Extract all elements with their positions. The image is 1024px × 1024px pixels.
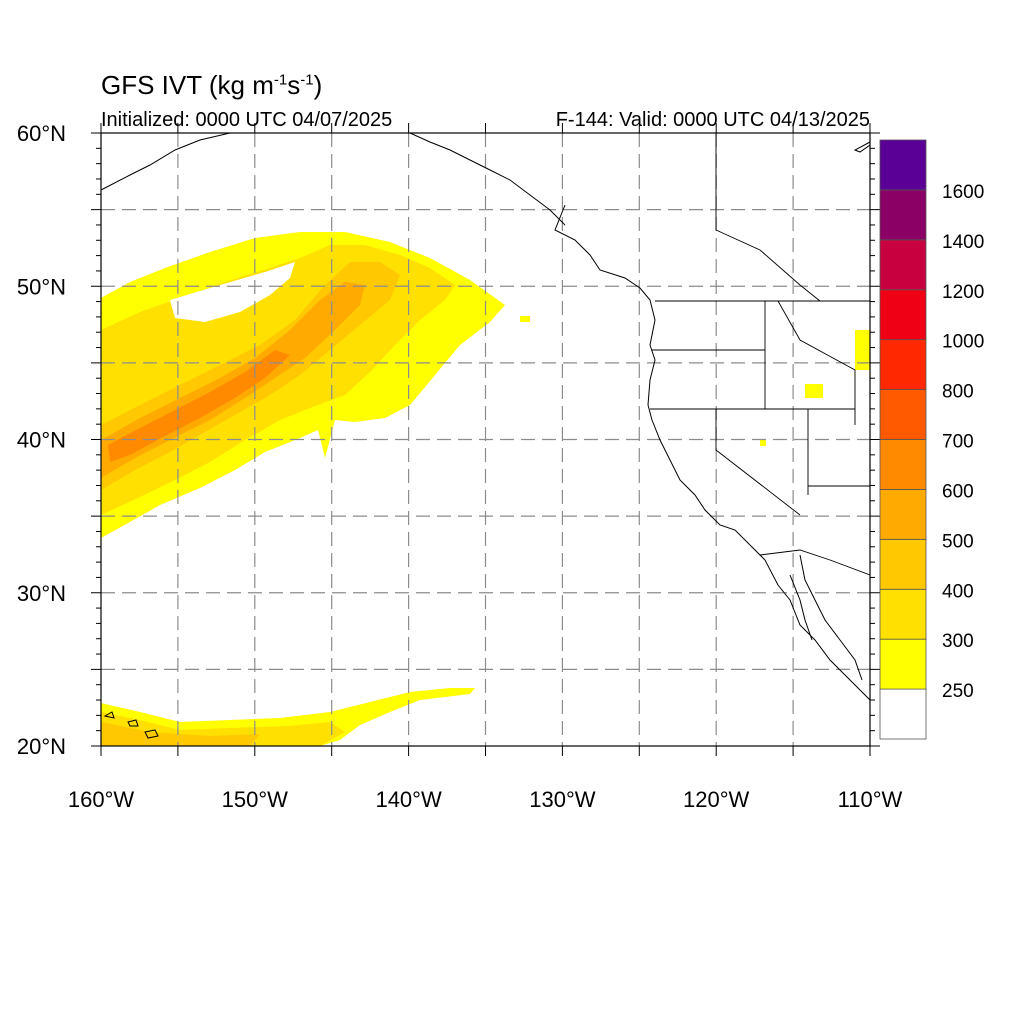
colorbar: 250 300 400 500 600 700 800 1000 1200 1400 1600 xyxy=(879,139,984,740)
lat-label: 20°N xyxy=(17,734,66,759)
ivt-patch xyxy=(760,440,766,446)
alaska-coast xyxy=(409,133,566,226)
lat-label: 40°N xyxy=(17,428,66,453)
ivt-region-400-south xyxy=(101,722,260,746)
graticule xyxy=(101,133,870,746)
ivt-shading xyxy=(101,232,870,746)
lon-label: 140°W xyxy=(375,787,442,812)
lon-label: 120°W xyxy=(683,787,750,812)
lat-label: 60°N xyxy=(17,121,66,146)
north-america-coastline xyxy=(554,141,870,701)
alaska-canada xyxy=(715,133,821,302)
colorbar-swatch xyxy=(879,239,927,291)
colorbar-swatch xyxy=(879,389,927,440)
colorbar-swatch xyxy=(879,538,927,590)
lat-label: 30°N xyxy=(17,581,66,606)
initialized-label: Initialized: 0000 UTC 04/07/2025 xyxy=(101,109,393,131)
longitude-labels: 160°W 150°W 140°W 130°W 120°W 110°W xyxy=(68,787,903,812)
lon-label: 150°W xyxy=(222,787,289,812)
us-mexico xyxy=(759,549,870,576)
latitude-labels: 20°N 30°N 40°N 50°N 60°N xyxy=(17,121,66,759)
colorbar-label: 600 xyxy=(942,481,974,502)
ivt-gap xyxy=(170,262,295,322)
axis-ticks xyxy=(91,123,880,756)
montana-idaho xyxy=(777,300,856,425)
ivt-patch xyxy=(805,384,823,398)
colorbar-swatch xyxy=(879,289,927,341)
colorbar-label: 250 xyxy=(942,681,974,702)
ivt-patch xyxy=(855,330,870,370)
colorbar-label: 1000 xyxy=(942,332,984,353)
colorbar-swatch xyxy=(879,588,927,640)
colorbar-label: 700 xyxy=(942,432,974,453)
lon-label: 160°W xyxy=(68,787,135,812)
colorbar-label: 800 xyxy=(942,382,974,403)
lat-label: 50°N xyxy=(17,274,66,299)
baja-coast xyxy=(789,574,813,641)
colorbar-swatch xyxy=(879,189,927,241)
political-borders xyxy=(650,133,870,576)
colorbar-label: 1400 xyxy=(942,232,984,253)
colorbar-label: 300 xyxy=(942,631,974,652)
colorbar-swatch xyxy=(879,638,927,690)
ivt-region-600 xyxy=(108,350,290,462)
lon-label: 130°W xyxy=(529,787,596,812)
gulf-of-california xyxy=(799,554,863,681)
colorbar-swatch xyxy=(879,439,927,490)
colorbar-swatch xyxy=(879,489,927,540)
coastlines xyxy=(101,133,870,739)
colorbar-label: 500 xyxy=(942,531,974,552)
colorbar-label: 1600 xyxy=(942,182,984,203)
ivt-patch xyxy=(520,316,530,322)
colorbar-swatch xyxy=(879,688,927,740)
colorbar-swatch xyxy=(879,339,927,390)
colorbar-label: 400 xyxy=(942,581,974,602)
colorbar-swatch xyxy=(879,139,927,191)
california-nevada xyxy=(715,409,801,516)
lon-label: 110°W xyxy=(838,787,903,812)
colorbar-label: 1200 xyxy=(942,282,984,303)
map-title: GFS IVT (kg m-1s-1) xyxy=(101,70,323,100)
alaska-peninsula xyxy=(101,133,231,191)
hawaii-islands xyxy=(103,711,159,739)
valid-time-label: F-144: Valid: 0000 UTC 04/13/2025 xyxy=(555,109,870,131)
